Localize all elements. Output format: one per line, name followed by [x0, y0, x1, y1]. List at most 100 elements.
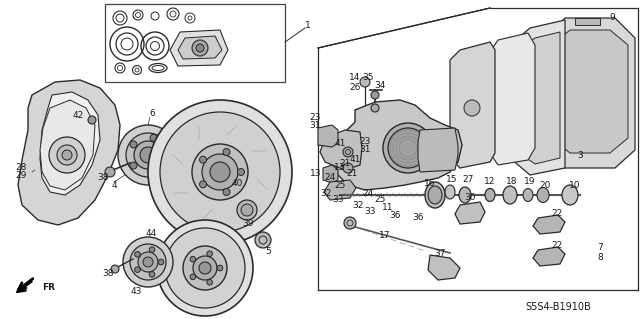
Text: 28: 28 [15, 164, 26, 173]
Polygon shape [533, 247, 565, 266]
Circle shape [200, 181, 207, 188]
Polygon shape [320, 130, 362, 170]
Text: 37: 37 [435, 249, 445, 257]
Circle shape [255, 232, 271, 248]
Circle shape [192, 40, 208, 56]
Polygon shape [533, 215, 565, 234]
Text: 43: 43 [131, 287, 141, 296]
Circle shape [148, 100, 292, 244]
Circle shape [123, 237, 173, 287]
Text: 38: 38 [102, 270, 114, 278]
Circle shape [118, 125, 178, 185]
Circle shape [223, 149, 230, 156]
Text: 29: 29 [15, 172, 26, 181]
Polygon shape [170, 30, 228, 66]
Circle shape [158, 259, 164, 265]
Text: 22: 22 [552, 241, 563, 249]
Text: 17: 17 [380, 231, 391, 240]
Text: 35: 35 [362, 72, 374, 81]
Polygon shape [428, 255, 460, 280]
Ellipse shape [537, 188, 549, 203]
Circle shape [150, 134, 157, 141]
Circle shape [88, 116, 96, 124]
Text: 3: 3 [577, 151, 583, 160]
Polygon shape [490, 33, 535, 165]
Polygon shape [40, 100, 95, 190]
Circle shape [217, 265, 223, 271]
Ellipse shape [485, 189, 495, 202]
Circle shape [126, 133, 170, 177]
Text: 24: 24 [324, 174, 335, 182]
Circle shape [237, 200, 257, 220]
Circle shape [371, 104, 379, 112]
Text: 15: 15 [446, 175, 458, 184]
Circle shape [360, 77, 370, 87]
Circle shape [138, 252, 158, 272]
Circle shape [143, 257, 153, 267]
Circle shape [105, 167, 115, 177]
Text: 18: 18 [506, 177, 518, 187]
Text: 9: 9 [609, 13, 615, 23]
Polygon shape [510, 20, 565, 175]
Circle shape [140, 147, 156, 163]
Text: 36: 36 [412, 213, 424, 222]
Circle shape [371, 91, 379, 99]
Circle shape [134, 267, 140, 272]
Text: 16: 16 [424, 179, 436, 188]
Text: 7: 7 [597, 243, 603, 253]
Circle shape [183, 246, 227, 290]
Text: FR: FR [42, 284, 55, 293]
Text: 6: 6 [149, 108, 155, 117]
Circle shape [163, 152, 170, 159]
Circle shape [343, 163, 353, 173]
Polygon shape [324, 180, 356, 200]
Text: 1: 1 [305, 21, 311, 31]
Circle shape [190, 274, 196, 280]
Text: S5S4-B1910B: S5S4-B1910B [525, 302, 591, 312]
Text: 4: 4 [111, 181, 117, 189]
Ellipse shape [503, 186, 517, 204]
Text: 27: 27 [462, 175, 474, 184]
Text: 34: 34 [374, 80, 386, 90]
Circle shape [464, 100, 480, 116]
Polygon shape [323, 165, 338, 183]
Text: 10: 10 [569, 181, 580, 189]
Polygon shape [335, 100, 462, 190]
Text: 23: 23 [359, 137, 371, 146]
Circle shape [193, 256, 217, 280]
Text: 36: 36 [389, 211, 401, 219]
Text: 13: 13 [310, 168, 322, 177]
Text: 42: 42 [72, 110, 84, 120]
Text: 14: 14 [349, 73, 361, 83]
Circle shape [210, 162, 230, 182]
Text: 20: 20 [540, 181, 550, 189]
Ellipse shape [523, 189, 533, 202]
Text: 26: 26 [349, 84, 361, 93]
Text: 30: 30 [464, 194, 476, 203]
Circle shape [149, 247, 155, 252]
Text: 41: 41 [334, 138, 346, 147]
Text: 31: 31 [309, 122, 321, 130]
Polygon shape [418, 128, 458, 172]
Text: 13: 13 [334, 164, 346, 173]
Polygon shape [575, 18, 600, 25]
Text: 44: 44 [145, 229, 157, 239]
Circle shape [223, 189, 230, 196]
Circle shape [165, 228, 245, 308]
Text: 22: 22 [552, 209, 563, 218]
Bar [105, 4, 285, 82]
Text: 21: 21 [346, 169, 358, 179]
Circle shape [344, 217, 356, 229]
Circle shape [241, 204, 253, 216]
Polygon shape [40, 92, 100, 195]
Text: 25: 25 [374, 196, 386, 204]
Circle shape [130, 244, 166, 280]
Text: 33: 33 [364, 207, 376, 217]
Polygon shape [545, 18, 635, 168]
Polygon shape [318, 125, 338, 147]
Text: 31: 31 [359, 145, 371, 154]
Polygon shape [552, 30, 628, 153]
Polygon shape [178, 36, 222, 59]
Polygon shape [450, 42, 495, 168]
Circle shape [388, 128, 428, 168]
